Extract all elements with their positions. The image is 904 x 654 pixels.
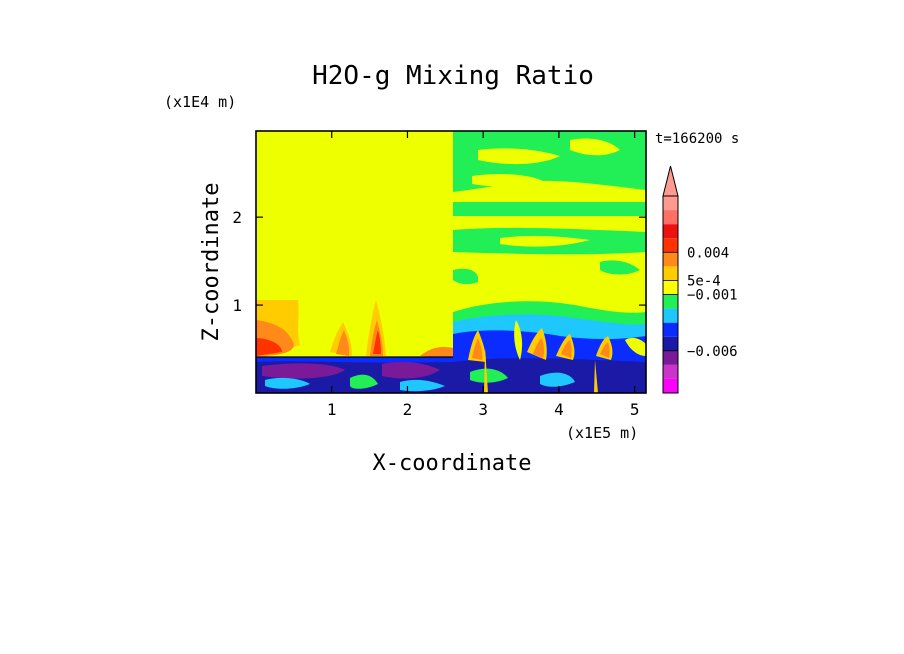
x-tick-label: 4 <box>554 400 564 419</box>
colorbar <box>662 165 679 394</box>
x-tick-label: 1 <box>327 400 337 419</box>
colorbar-label: −0.001 <box>687 288 738 304</box>
y-tick-label: 1 <box>232 296 242 315</box>
heatmap-field <box>256 131 646 393</box>
x-axis-ticks: 1 2 3 4 5 <box>327 131 640 419</box>
colorbar-swatch <box>663 266 678 281</box>
chart-title: H2O-g Mixing Ratio <box>312 61 594 91</box>
colorbar-swatch <box>663 252 678 267</box>
plot-frame <box>255 130 647 394</box>
y-scale-label: (x1E4 m) <box>164 93 236 111</box>
y-axis-ticks: 12 <box>232 208 646 315</box>
colorbar-labels: 0.004 5e-4−0.001 −0.006 <box>663 245 738 360</box>
x-scale-label: (x1E5 m) <box>566 424 638 442</box>
colorbar-extend-triangle <box>662 165 679 197</box>
x-axis-label: X-coordinate <box>373 451 532 476</box>
x-tick-label: 2 <box>403 400 413 419</box>
colorbar-swatch <box>663 364 678 379</box>
colorbar-label: −0.006 <box>687 344 738 360</box>
colorbar-label: 0.004 <box>687 245 729 261</box>
colorbar-swatch <box>663 280 678 295</box>
left-domain <box>256 131 453 393</box>
y-axis-label: Z-coordinate <box>199 183 224 342</box>
colorbar-swatch <box>663 210 678 225</box>
colorbar-swatch <box>663 196 678 211</box>
x-tick-label: 5 <box>630 400 640 419</box>
y-tick-label: 2 <box>232 208 242 227</box>
colorbar-swatch <box>663 294 678 309</box>
x-tick-label: 3 <box>478 400 488 419</box>
colorbar-label: 5e-4 <box>687 273 721 289</box>
colorbar-swatch <box>663 336 678 351</box>
time-label: t=166200 s <box>655 131 739 147</box>
colorbar-swatch <box>663 224 678 239</box>
colorbar-swatch <box>663 350 678 365</box>
colorbar-swatch <box>663 322 678 337</box>
colorbar-swatch <box>663 308 678 323</box>
colorbar-swatch <box>663 378 678 393</box>
colorbar-swatch <box>663 238 678 253</box>
right-domain <box>453 131 646 393</box>
